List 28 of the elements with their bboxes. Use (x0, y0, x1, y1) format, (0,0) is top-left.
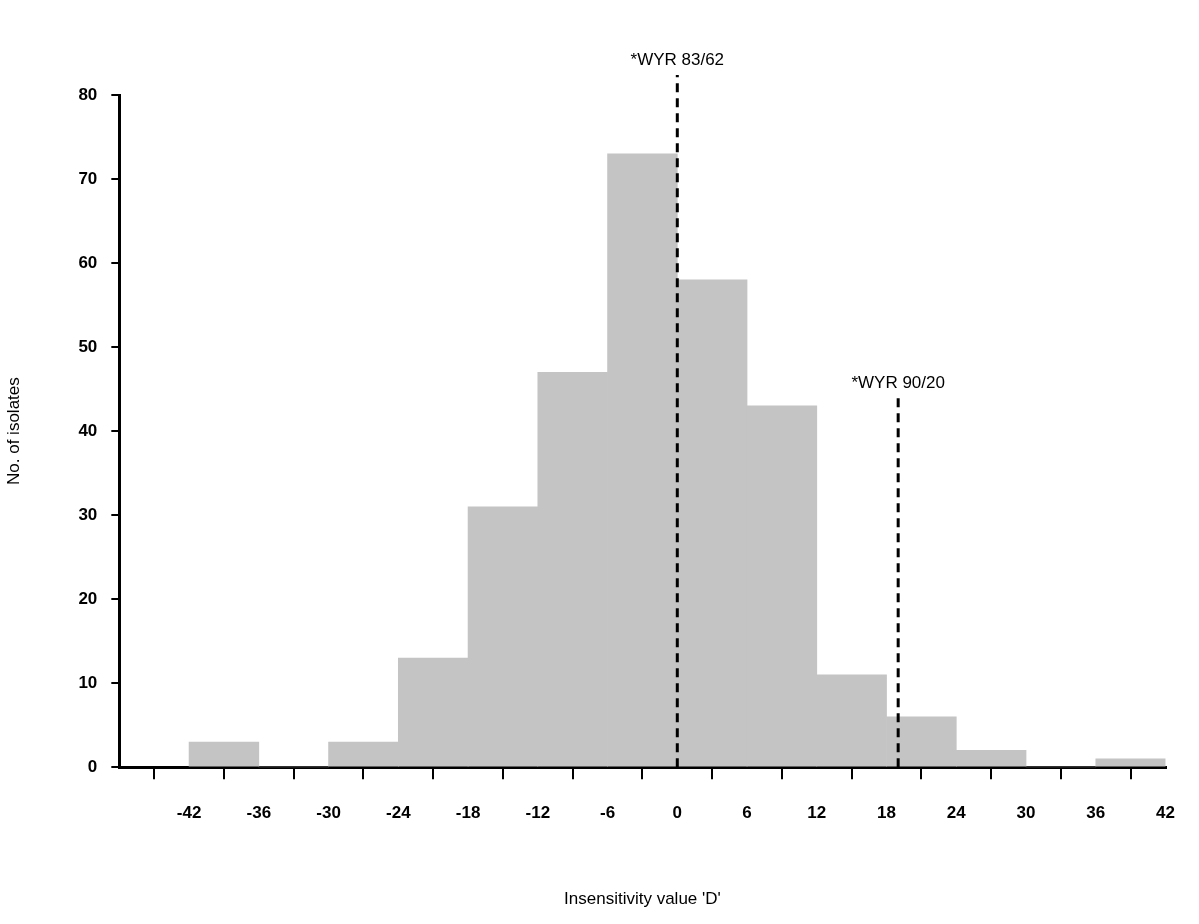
y-tick-label: 10 (78, 672, 98, 692)
y-tick-label: 80 (78, 84, 98, 104)
ref-line-label: *WYR 83/62 (630, 50, 725, 70)
y-tick-label: 30 (78, 504, 98, 524)
x-axis-title: Insensitivity value 'D' (564, 889, 721, 909)
y-tick-label: 40 (78, 420, 98, 440)
x-tick-label: 12 (807, 803, 827, 823)
x-tick-label: -36 (246, 803, 272, 823)
y-axis-title: No. of isolates (3, 377, 23, 485)
x-tick-label: 18 (877, 803, 897, 823)
x-tick-label: -12 (525, 803, 551, 823)
x-tick-label: -30 (316, 803, 341, 823)
y-tick-label: 60 (78, 252, 98, 272)
x-tick-label: -6 (599, 803, 616, 823)
y-tick-label: 20 (78, 588, 98, 608)
x-tick-label: 6 (742, 803, 752, 823)
x-tick-label: 0 (672, 803, 683, 823)
y-tick-label: 50 (78, 336, 98, 356)
y-tick-label: 0 (87, 756, 98, 776)
x-tick-label: 30 (1016, 803, 1036, 823)
x-tick-label: 42 (1156, 803, 1176, 823)
x-tick-label: 24 (946, 803, 967, 823)
x-tick-label: -24 (386, 803, 412, 823)
x-tick-label: -42 (176, 803, 202, 823)
y-tick-label: 70 (78, 168, 98, 188)
x-tick-label: 36 (1086, 803, 1106, 823)
ref-line-label: *WYR 90/20 (851, 372, 945, 392)
x-tick-label: -18 (455, 803, 481, 823)
